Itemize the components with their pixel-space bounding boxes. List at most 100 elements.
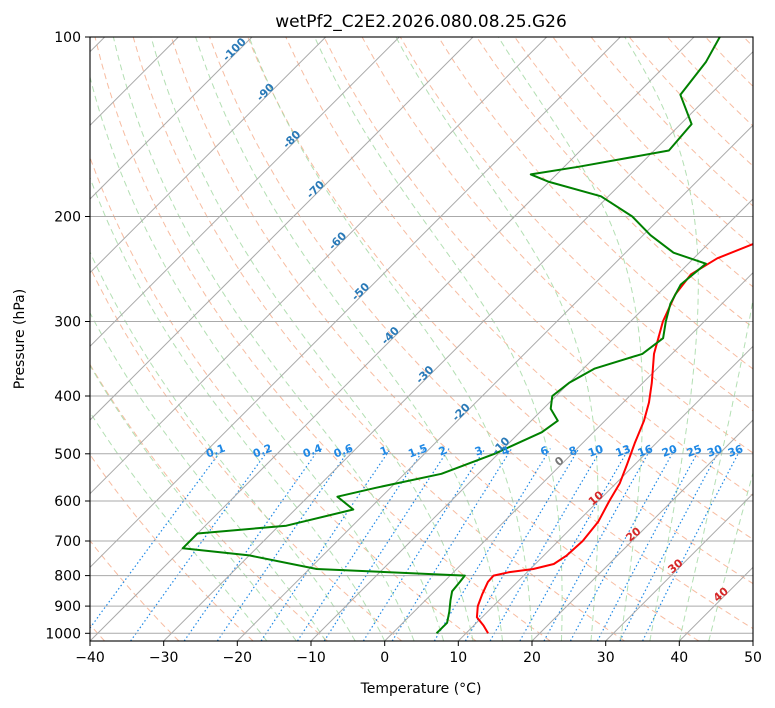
y-tick-label: 800 [54,569,81,585]
x-tick-label: 30 [597,650,615,666]
mixing-ratio-line [183,448,320,641]
moist-adiabat-line [90,250,356,641]
mixing-ratio-label: 10 [586,442,605,460]
mixing-ratio-label: 0.6 [332,442,355,461]
dry-adiabat-line [90,156,477,641]
mixing-ratio-line [323,448,450,641]
chart-title: wetPf2_C2E2.2026.080.08.25.G26 [275,12,567,32]
x-tick-label: −40 [75,650,105,666]
dry-adiabat-line [437,37,753,370]
mixing-ratio-line [464,448,580,641]
mixing-ratio-line [619,448,721,641]
mixing-ratio-line [433,448,551,641]
mixing-ratio-label: 16 [636,442,655,460]
dry-adiabat-line [94,37,551,641]
skewed-isotherm-line [236,124,753,641]
mixing-ratio-line [362,448,486,641]
x-tick-label: 0 [380,650,389,666]
mixing-ratio-label: 30 [705,442,724,460]
temperature-profile-line [475,242,753,634]
mixing-ratio-label: 36 [726,442,745,460]
skewed-isotherm-line [605,492,753,641]
profile-lines [181,37,753,635]
mixing-ratio-label: 4 [500,444,512,459]
mixing-ratio-line [216,448,351,641]
y-tick-label: 1000 [45,626,81,642]
moist-adiabat-line [624,37,699,641]
dry-adiabat-line [90,266,403,641]
moist-adiabat-line [248,37,533,641]
x-tick-label: 20 [523,650,541,666]
mixing-ratio-line [90,448,224,629]
skewed-isotherm-line [384,271,753,641]
skewed-isotherm-line [90,37,548,495]
dry-adiabat-line [514,37,753,288]
moist-adiabat-line [497,37,644,641]
mixing-ratio-line [296,448,425,641]
mixing-ratio-label: 20 [660,442,679,460]
dry-adiabat-line [209,37,753,630]
skewed-isotherm-line [163,50,753,641]
dry-adiabat-line [399,37,753,412]
dry-adiabat-line [90,363,328,641]
moist-adiabat-line [150,37,474,641]
pressure-gridlines [90,37,753,634]
y-axis: 100 200 300 400 500 600 700 800 900 1000 [45,30,90,642]
moist-adiabat-line [395,37,599,641]
dewpoint-profile-line [181,37,721,635]
mixing-ratio-line [130,448,270,641]
skewed-isotherm-line [90,37,400,348]
moist-adiabat-line [708,470,753,641]
moist-adiabat-line [112,37,445,641]
dry-adiabat-line [247,37,753,585]
y-tick-label: 400 [54,389,81,405]
y-tick-label: 300 [54,315,81,331]
dry-adiabat-line [285,37,753,540]
moist-adiabat-line [195,37,503,641]
mixing-ratio-line [596,448,701,641]
skewed-isotherm-line [457,345,753,641]
mixing-ratio-line [569,448,676,641]
mixing-ratio-label: 25 [685,442,704,459]
x-tick-label: 50 [744,650,762,666]
y-tick-label: 500 [54,447,81,463]
mixing-ratio-label: 3 [473,444,485,459]
y-tick-label: 600 [54,494,81,510]
dry-adiabat-line [90,453,254,641]
mixing-ratio-label: 0.2 [251,442,274,461]
moist-adiabat-line [314,37,563,641]
moist-adiabat-line [90,411,268,641]
mixing-ratio-line [391,448,513,641]
mixing-ratio-label: 6 [539,444,551,459]
skewed-isotherm-line [310,198,753,641]
mixing-ratio-label: 13 [614,442,633,459]
dry-adiabat-line [170,37,700,641]
dry-adiabat-line [476,37,753,329]
moist-adiabat-line [678,296,753,641]
x-axis-label: Temperature (°C) [360,681,482,697]
y-tick-label: 700 [54,534,81,550]
dry-adiabat-line [323,37,753,497]
mixing-ratio-line [260,448,392,641]
skewed-isotherm-line [90,37,474,421]
mixing-ratio-label: 8 [567,444,579,459]
x-tick-label: −30 [149,650,179,666]
mixing-ratio-label: 0.4 [301,442,324,461]
mixing-ratio-label: 2 [437,444,449,459]
x-tick-label: 40 [670,650,688,666]
skewed-isotherm-line [90,37,621,569]
moist-adiabat-line [90,311,327,641]
skewed-isotherm-line [90,37,327,274]
plot-frame [89,36,754,642]
y-tick-label: 900 [54,599,81,615]
x-tick-label: 10 [449,650,467,666]
y-tick-label: 100 [54,30,81,46]
skewed-isotherm-line [90,37,253,200]
y-axis-label: Pressure (hPa) [12,289,28,389]
skewed-isotherm-line [531,419,753,641]
mixing-ratio-label: 0.1 [204,442,227,461]
moist-adiabats [90,37,753,641]
moist-adiabat-line [90,75,415,641]
